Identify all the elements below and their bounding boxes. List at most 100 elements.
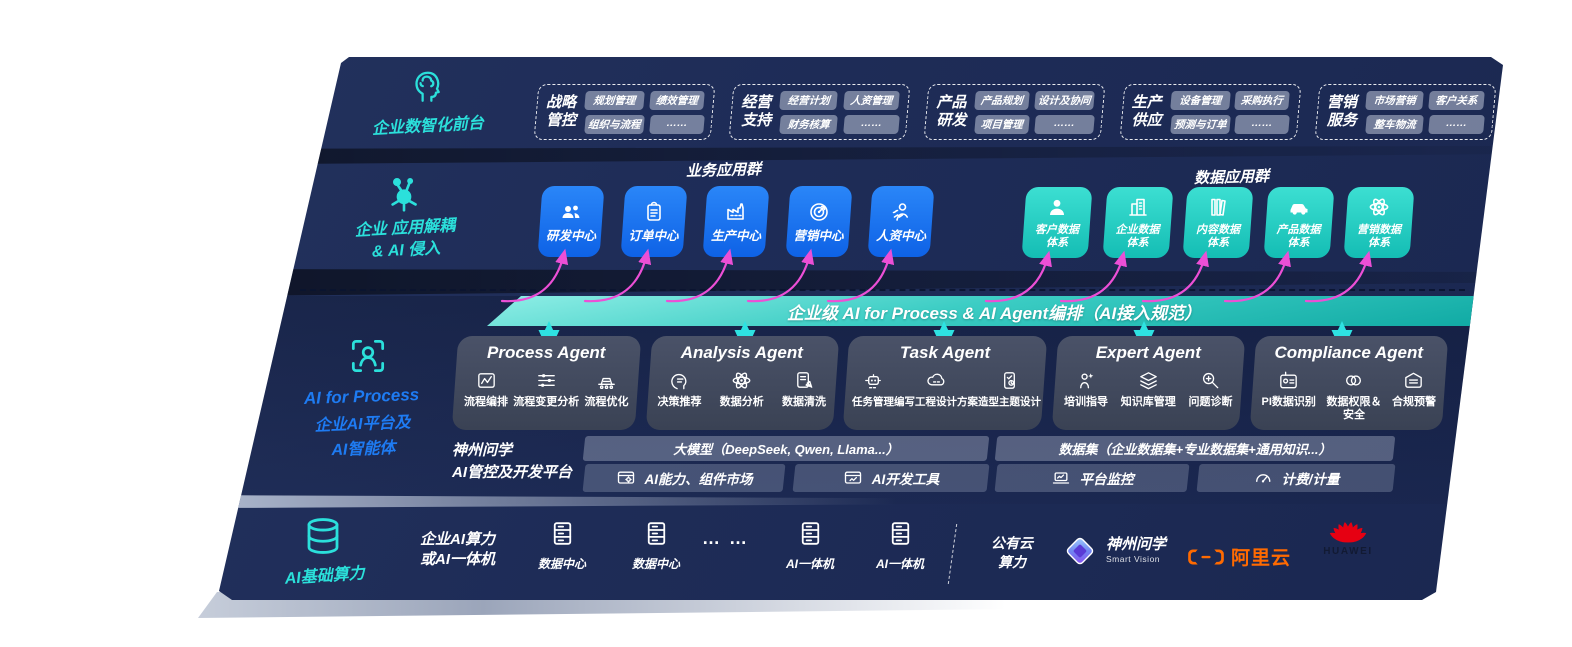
agent-item-label: 数据分析 [719,396,764,408]
access-spec-dashed-line [300,289,1465,291]
band-separator-1 [290,146,1503,164]
public-cloud-label: 公有云 算力 [991,535,1033,570]
agent-item-label: 数据权限＆安全 [1326,396,1382,421]
ai-orchestration-band: 企业级 AI for Process & AI Agent编排（AI接入规范） [487,296,1501,326]
tile-label: 产品数据体系 [1276,224,1321,249]
people-icon [559,200,583,224]
group-operation: 经营 支持 经营计划 人资管理 财务核算 …… [731,84,908,140]
agent-item-label: 合规预警 [1391,396,1436,408]
capability-chip: 采购执行 [1234,90,1290,110]
tile-enterprise-data: 企业数据体系 [1105,187,1171,258]
target-icon [807,200,831,224]
agent-title: Analysis Agent [680,343,803,362]
agent-item-label: 编写工程设计方案 [894,396,979,408]
gauge-icon [1253,468,1273,488]
knowledge-base-icon [1137,369,1160,392]
card-process-agent: Process Agent 流程编排 流程变更分析 流程优化 [455,336,638,430]
process-change-analysis-icon [535,369,558,392]
nodes-ellipsis: … … [702,528,750,548]
node-datacenter-2: 数据中心 [630,518,682,572]
server-icon [641,518,672,549]
tile-label: 生产中心 [710,228,761,243]
tile-label: 企业数据体系 [1115,224,1160,249]
agent-item-label: 造型主题设计 [978,396,1042,408]
capability-chip: …… [842,114,900,134]
platform-monitor-cell: 平台监控 [996,464,1188,492]
capability-chip: 项目管理 [974,114,1030,134]
ai-market-cell: AI能力、组件市场 [584,464,784,492]
pi-data-recognition-icon [1277,369,1300,392]
capability-chip: 人资管理 [842,90,900,110]
brain-icon [406,64,448,106]
tile-marketing-data: 营销数据体系 [1346,187,1412,258]
node-label: AI一体机 [875,557,924,571]
aliyun-logo: 阿里云 [1186,543,1291,570]
capability-chip: 设备管理 [1169,90,1230,110]
tile-label: 营销中心 [793,228,844,243]
group-name: 营销 服务 [1326,94,1357,129]
business-apps-title: 业务应用群 [685,161,762,180]
tile-label: 客户数据体系 [1035,224,1079,249]
group-product: 产品 研发 产品规划 设计及协同 项目管理 …… [926,84,1103,140]
agent-item-label: 任务管理 [852,396,895,408]
hr-person-icon [889,200,913,224]
factory-icon [724,200,748,224]
tile-label: 研发中心 [545,228,596,243]
data-analysis-icon [730,369,753,392]
dev-tools-icon [843,468,863,488]
node-label: AI一体机 [785,557,834,571]
styling-theme-design-icon [998,369,1021,392]
clipboard-icon [642,200,666,224]
business-app-tiles: 研发中心 订单中心 生产中心 营销中心 人资中心 [540,186,932,257]
agent-item-label: 知识库管理 [1120,396,1176,408]
huawei-name: HUAWEI [1323,546,1373,557]
capability-chip: …… [648,114,705,134]
agent-item-label: 培训指导 [1064,396,1109,408]
data-apps-title: 数据应用群 [1193,168,1270,187]
node-ai-appliance-1: AI一体机 [784,518,836,572]
agent-title: Expert Agent [1095,343,1201,362]
tile-customer-data: 客户数据体系 [1024,187,1090,258]
process-orchestration-icon [475,369,498,392]
tile-label: 人资中心 [875,228,926,243]
card-expert-agent: Expert Agent 培训指导 知识库管理 问题诊断 [1055,336,1242,430]
training-guidance-icon [1075,369,1098,392]
group-marketing: 营销 服务 市场营销 客户关系 整车物流 …… [1317,84,1494,140]
infra-label: AI基础算力 [284,565,366,588]
person-icon [1045,195,1069,219]
aliyun-name: 阿里云 [1231,548,1292,569]
cell-label: AI开发工具 [871,472,940,487]
group-name: 经营 支持 [741,94,772,129]
agent-item-label: 决策推荐 [657,396,702,408]
tile-hr-center: 人资中心 [870,186,932,257]
app-market-icon [616,468,636,488]
front-office-label: 企业数智化前台 [371,115,485,138]
node-label: 数据中心 [631,557,680,571]
task-management-icon [862,369,885,392]
capability-chip: 经营计划 [779,90,839,110]
group-production: 生产 供应 设备管理 采购执行 预测与订单 …… [1122,84,1299,140]
ai-platform-label-line1: AI for Process [303,385,420,409]
capability-chip: 设计及协同 [1034,90,1095,110]
cell-label: AI能力、组件市场 [644,472,753,487]
books-icon [1206,195,1230,219]
agent-item-label: 流程变更分析 [513,396,580,408]
server-icon [885,518,916,549]
atom-icon [1367,195,1391,219]
capability-chip: 财务核算 [779,114,839,134]
tile-marketing-center: 营销中心 [788,186,850,257]
building-icon [1126,195,1150,219]
capability-chip: …… [1234,114,1290,134]
tile-product-data: 产品数据体系 [1266,187,1332,258]
smartvision-sub: Smart Vision [1106,554,1161,564]
compliance-alert-icon [1402,369,1425,392]
server-icon [547,518,578,549]
agent-item-label: 问题诊断 [1188,396,1233,408]
capability-chip: …… [1428,114,1485,134]
tile-production-center: 生产中心 [705,186,767,257]
tile-order-center: 订单中心 [623,186,685,257]
huawei-flower-icon [1329,522,1367,543]
node-ai-appliance-2: AI一体机 [874,518,926,572]
